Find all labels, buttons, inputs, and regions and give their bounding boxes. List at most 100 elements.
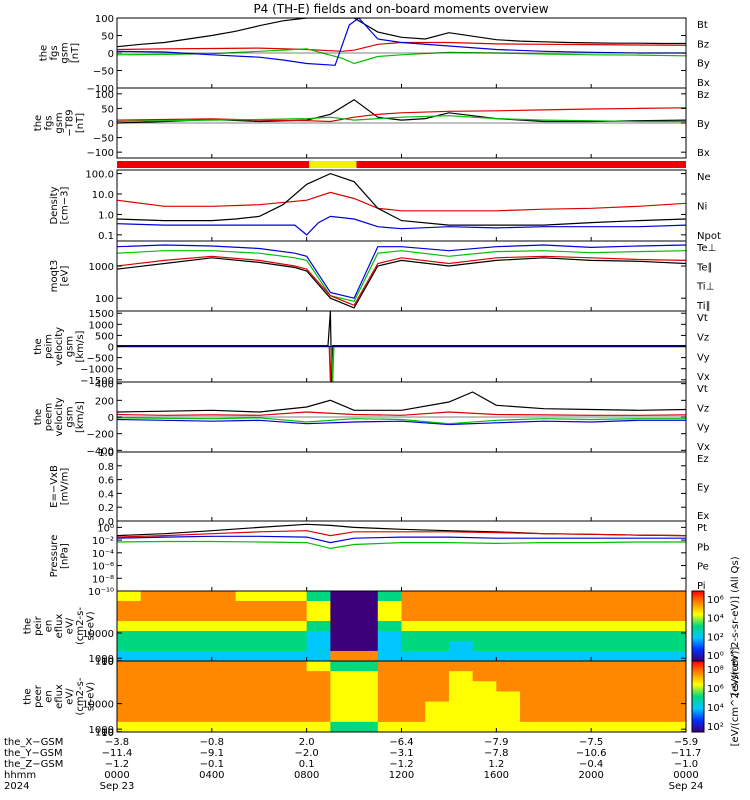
series-pressure-1 [117,530,686,538]
y-tick-label: 100 [95,728,114,739]
x-row-value: 0400 [199,770,224,781]
series-temperature-3 [117,257,686,309]
heat-cell [543,681,569,693]
heat-cell [188,671,213,682]
heat-cell [140,611,166,622]
heat-cell [591,691,616,703]
heat-cell [662,621,686,632]
heat-cell [330,621,355,632]
y-axis-label: (cm2-s- [75,607,86,645]
heat-cell [638,651,663,661]
heat-cell [567,591,592,602]
heat-cell [496,661,521,672]
legend-entry: Bx [697,78,710,89]
y-axis-label: −T89 [65,109,76,136]
series-pressure-3 [117,535,686,544]
y-axis-label: the [38,45,49,61]
heat-cell [401,711,426,723]
legend-entry: Bt [697,20,708,31]
heat-cell [188,721,213,732]
heat-cell [117,661,142,672]
heat-cell [330,691,355,703]
y-axis-label: velocity [54,397,65,436]
y-axis-label: gsm [65,406,76,427]
heat-cell [259,661,284,672]
x-row-value: −5.9 [674,737,698,748]
x-row-value: 0.1 [299,759,315,770]
y-tick-label: 10⁻¹⁰ [88,587,114,598]
heat-cell [567,691,592,703]
x-row-label: the_Y−GSM [4,748,63,759]
heat-cell [567,711,592,723]
heat-cell [117,611,142,622]
heat-cell [591,651,616,661]
heat-cell [354,711,379,723]
heat-cell [330,631,355,642]
heat-cell [140,661,166,672]
heat-cell [211,631,237,642]
x-row-value: Sep 23 [100,781,135,792]
y-axis-label: eflux [54,684,65,709]
heat-cell [425,671,450,682]
colorbar [691,660,705,733]
y-axis-label: [nT] [75,113,86,133]
heat-cell [614,661,640,672]
series-peem_velocity-1 [117,417,686,425]
heat-cell [259,671,284,682]
heat-cell [235,641,260,652]
heat-cell [188,611,213,622]
heat-cell [259,601,284,612]
panel-frame [116,451,687,522]
heat-cell [496,711,521,723]
heat-cell [520,641,545,652]
heat-cell [425,681,450,693]
heat-cell [448,601,474,612]
y-tick-label: 100 [95,14,114,25]
heat-cell [638,631,663,642]
heat-cell [211,611,237,622]
heat-cell [164,651,189,661]
heat-cell [164,711,189,723]
heat-cell [259,701,284,713]
heat-cell [614,611,640,622]
legend-entry: Pe [697,562,709,573]
colorbar-tick: 10⁶ [707,684,724,695]
y-axis-label: (cm2-s- [75,677,86,715]
heat-cell [614,621,640,632]
heat-cell [330,601,355,612]
y-tick-label: 10000 [82,700,114,711]
legend-entry: Bz [697,90,709,101]
series-peem_velocity-0 [117,418,686,426]
heat-cell [164,681,189,693]
y-tick-label: −1500 [80,376,114,387]
heat-cell [259,591,284,602]
heat-cell [377,641,403,652]
heat-cell [520,711,545,723]
y-tick-label: 10⁻⁸ [92,574,114,585]
heat-cell [259,621,284,632]
heat-cell [448,591,474,602]
heat-cell [188,691,213,703]
heat-cell [401,591,426,602]
heat-cell [543,651,569,661]
y-axis-label: peem [44,403,55,431]
y-axis-label: [nPa] [59,543,70,569]
heat-cell [306,641,331,652]
heat-cell [330,711,355,723]
y-tick-label: 0 [108,413,114,424]
heat-cell [259,711,284,723]
heat-cell [567,671,592,682]
x-row-value: Sep 24 [669,781,704,792]
y-axis-label: Density [49,186,60,224]
heat-cell [591,711,616,723]
heat-cell [591,641,616,652]
series-peem_velocity-3 [117,391,686,413]
heat-cell [140,601,166,612]
heat-cell [425,591,450,602]
heat-cell [282,591,308,602]
x-row-value: 0000 [673,770,698,781]
heat-cell [235,681,260,693]
x-row-value: −7.5 [579,737,603,748]
y-tick-label: −50 [93,67,114,78]
